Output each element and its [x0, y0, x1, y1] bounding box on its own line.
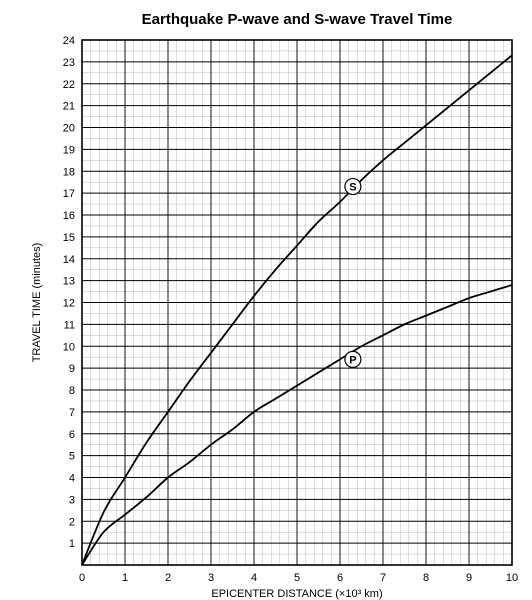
svg-text:9: 9 [466, 572, 472, 584]
series-label-P: P [345, 351, 361, 367]
svg-text:16: 16 [63, 210, 75, 222]
travel-time-chart: 0123456789101234567891011121314151617181… [0, 0, 532, 600]
svg-text:12: 12 [63, 298, 75, 310]
svg-text:1: 1 [69, 538, 75, 550]
svg-text:11: 11 [64, 319, 75, 331]
svg-text:19: 19 [63, 144, 75, 156]
svg-text:14: 14 [63, 254, 75, 266]
svg-text:5: 5 [294, 572, 300, 584]
chart-container: 0123456789101234567891011121314151617181… [0, 0, 532, 600]
svg-text:9: 9 [69, 363, 75, 375]
svg-text:3: 3 [208, 572, 214, 584]
svg-text:7: 7 [380, 572, 386, 584]
svg-text:13: 13 [63, 276, 75, 288]
svg-text:17: 17 [63, 188, 75, 200]
svg-text:8: 8 [423, 572, 429, 584]
svg-text:23: 23 [63, 57, 75, 69]
svg-text:24: 24 [63, 35, 75, 47]
svg-text:0: 0 [79, 572, 85, 584]
svg-text:5: 5 [69, 451, 75, 463]
svg-text:4: 4 [69, 473, 75, 485]
svg-text:15: 15 [63, 232, 75, 244]
svg-text:6: 6 [69, 429, 75, 441]
svg-text:22: 22 [63, 79, 75, 91]
svg-text:3: 3 [69, 494, 75, 506]
series-label-S: S [345, 179, 361, 195]
svg-text:2: 2 [165, 572, 171, 584]
svg-text:10: 10 [63, 341, 75, 353]
svg-text:P: P [349, 354, 356, 366]
svg-text:10: 10 [506, 572, 518, 584]
svg-text:18: 18 [63, 166, 75, 178]
x-axis-label: EPICENTER DISTANCE (×10³ km) [211, 588, 382, 600]
svg-text:4: 4 [251, 572, 257, 584]
svg-text:2: 2 [69, 516, 75, 528]
svg-text:20: 20 [63, 123, 75, 135]
y-axis-label: TRAVEL TIME (minutes) [31, 243, 43, 363]
chart-title: Earthquake P-wave and S-wave Travel Time [142, 11, 453, 28]
svg-text:7: 7 [69, 407, 75, 419]
svg-text:1: 1 [122, 572, 128, 584]
svg-text:21: 21 [63, 101, 75, 113]
svg-text:S: S [349, 182, 356, 194]
svg-text:6: 6 [337, 572, 343, 584]
svg-text:8: 8 [69, 385, 75, 397]
